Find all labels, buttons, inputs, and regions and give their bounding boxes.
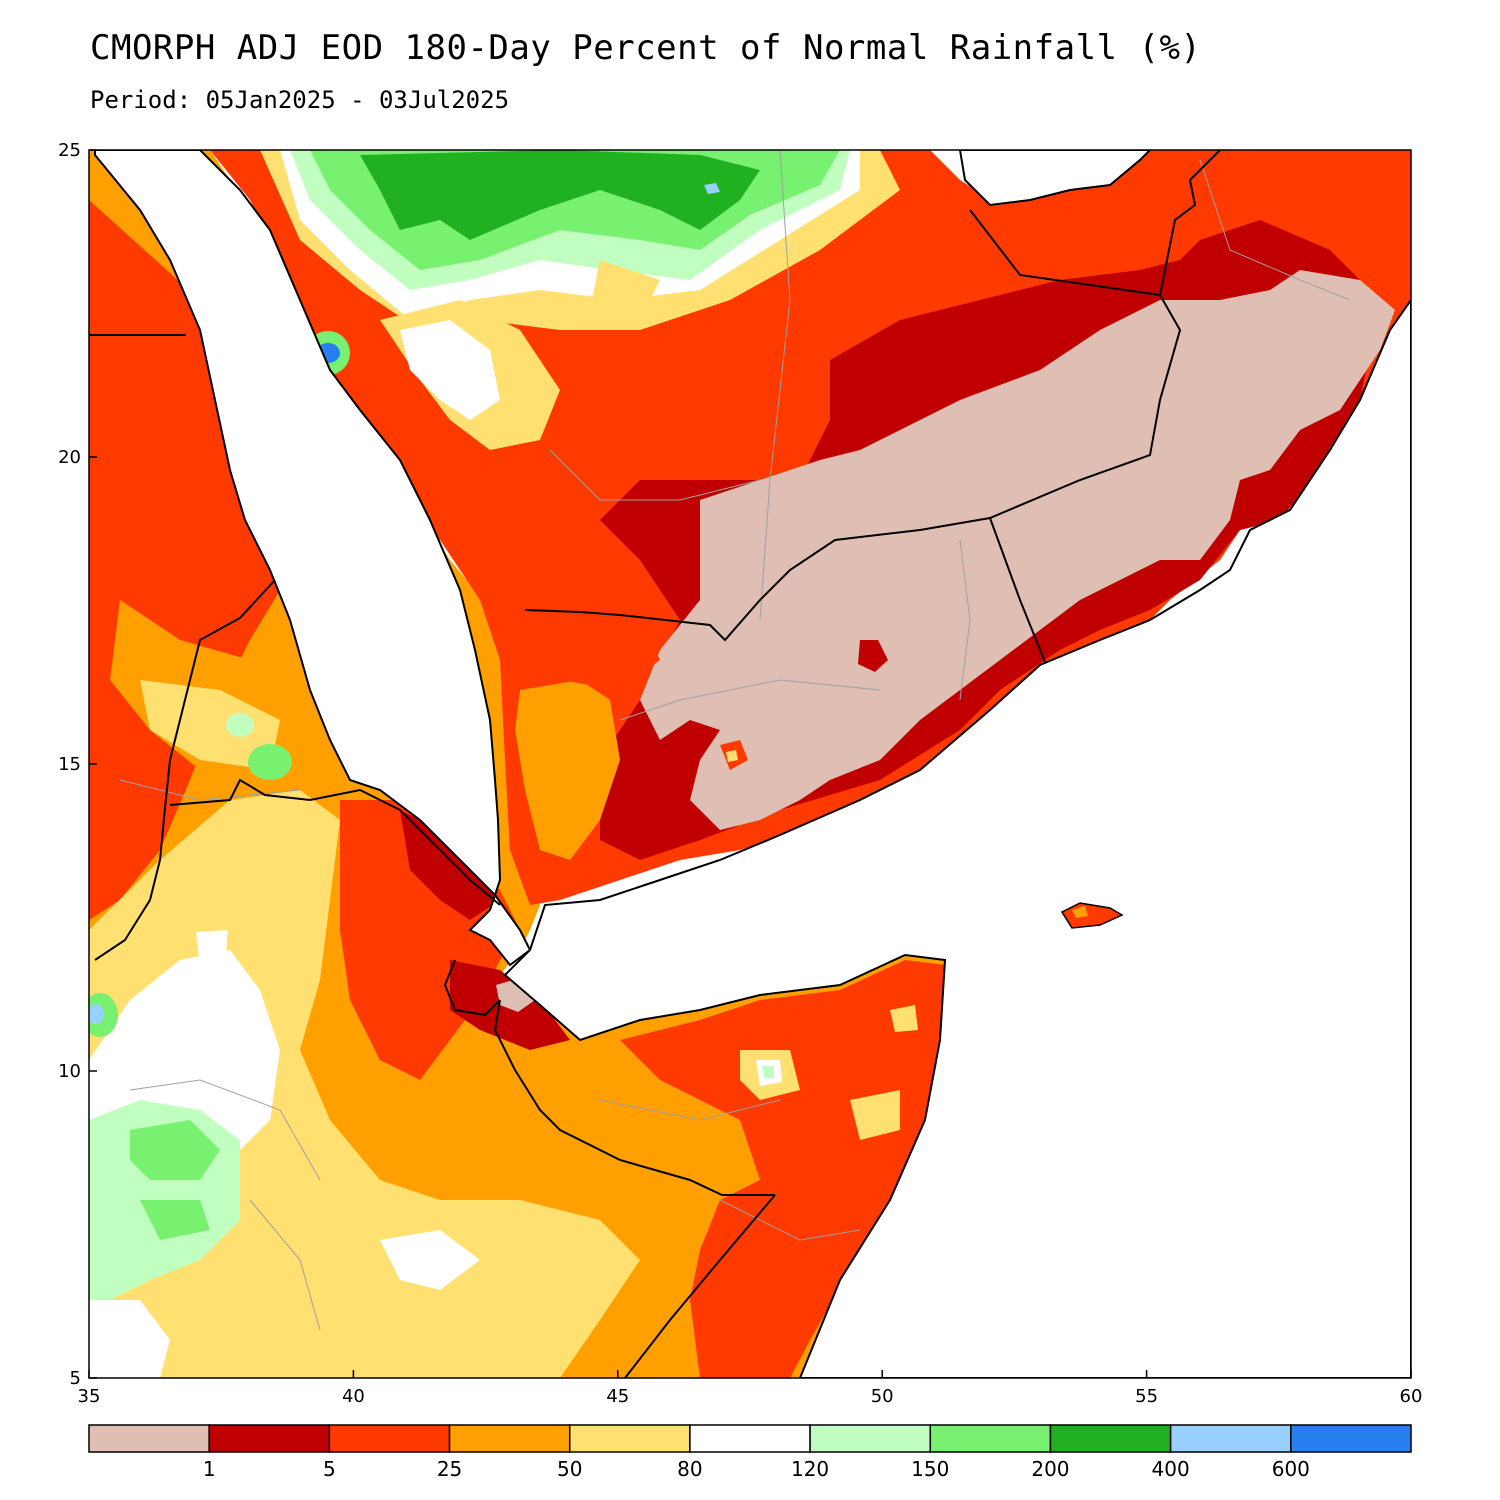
legend-label: 200 <box>1031 1457 1069 1481</box>
legend-swatch <box>328 1424 451 1453</box>
x-tick-label: 45 <box>606 1386 629 1407</box>
ethiopia-central <box>89 790 640 1378</box>
gulf-of-aden <box>503 298 1411 1378</box>
legend-label: 150 <box>911 1457 949 1481</box>
border-saudi-uae <box>969 150 1221 297</box>
border-ethiopia-djibouti <box>443 959 501 1017</box>
border-ethiopia-somalia <box>624 1194 776 1378</box>
sudan-ethiopia <box>89 200 320 920</box>
x-tick-label: 55 <box>1135 1386 1158 1407</box>
legend-label: 1 <box>203 1457 216 1481</box>
color-legend: 1 5 25 50 80 120 150 200 400 600 <box>88 1424 1412 1481</box>
border-sudan-eritrea <box>164 579 276 809</box>
legend-swatch <box>809 1424 932 1453</box>
y-tick-label: 20 <box>58 447 81 468</box>
water <box>94 150 1411 1378</box>
legend-label: 120 <box>791 1457 829 1481</box>
legend-swatch <box>689 1424 811 1453</box>
map-subtitle: Period: 05Jan2025 - 03Jul2025 <box>90 86 510 114</box>
somalia <box>560 960 945 1378</box>
y-tick-label: 15 <box>58 754 81 775</box>
map-title: CMORPH ADJ EOD 180-Day Percent of Normal… <box>90 28 1202 68</box>
legend-swatch <box>448 1424 571 1453</box>
x-tick-label: 40 <box>342 1386 365 1407</box>
y-tick-label: 5 <box>70 1368 81 1389</box>
legend-label: 5 <box>323 1457 336 1481</box>
legend-label: 25 <box>437 1457 462 1481</box>
x-axis: 35 40 45 50 55 60 <box>78 1370 1423 1407</box>
border-saudi-yemen <box>524 294 1182 642</box>
yemen-west <box>515 610 660 860</box>
wet-north <box>260 150 900 330</box>
admin-borders <box>119 150 1351 1331</box>
legend-swatch <box>1049 1424 1172 1453</box>
x-tick-label: 60 <box>1400 1386 1423 1407</box>
persian-gulf <box>958 150 1152 207</box>
border-eritrea-ethiopia <box>169 778 501 906</box>
country-borders <box>89 150 1221 1378</box>
legend-swatch <box>1169 1424 1292 1453</box>
legend-label: 80 <box>677 1457 702 1481</box>
legend-swatch <box>568 1424 691 1453</box>
legend-swatch <box>88 1424 210 1453</box>
red-sea <box>94 150 532 967</box>
y-tick-label: 10 <box>58 1061 81 1082</box>
x-tick-label: 35 <box>78 1386 101 1407</box>
legend-swatch <box>1290 1424 1412 1453</box>
legend-swatch <box>929 1424 1052 1453</box>
map-field <box>89 150 1411 1378</box>
y-tick-label: 25 <box>58 140 81 161</box>
legend-label: 600 <box>1272 1457 1310 1481</box>
legend-swatch <box>208 1424 331 1453</box>
legend-label: 400 <box>1152 1457 1190 1481</box>
x-tick-label: 50 <box>871 1386 894 1407</box>
border-djibouti-somaliland <box>493 999 775 1196</box>
legend-label: 50 <box>557 1457 582 1481</box>
arabia-very-dry <box>640 270 1395 830</box>
border-yemen-oman <box>989 517 1046 663</box>
y-axis: 25 20 15 10 5 <box>58 140 97 1389</box>
border-sudan-ethiopia <box>94 807 166 961</box>
